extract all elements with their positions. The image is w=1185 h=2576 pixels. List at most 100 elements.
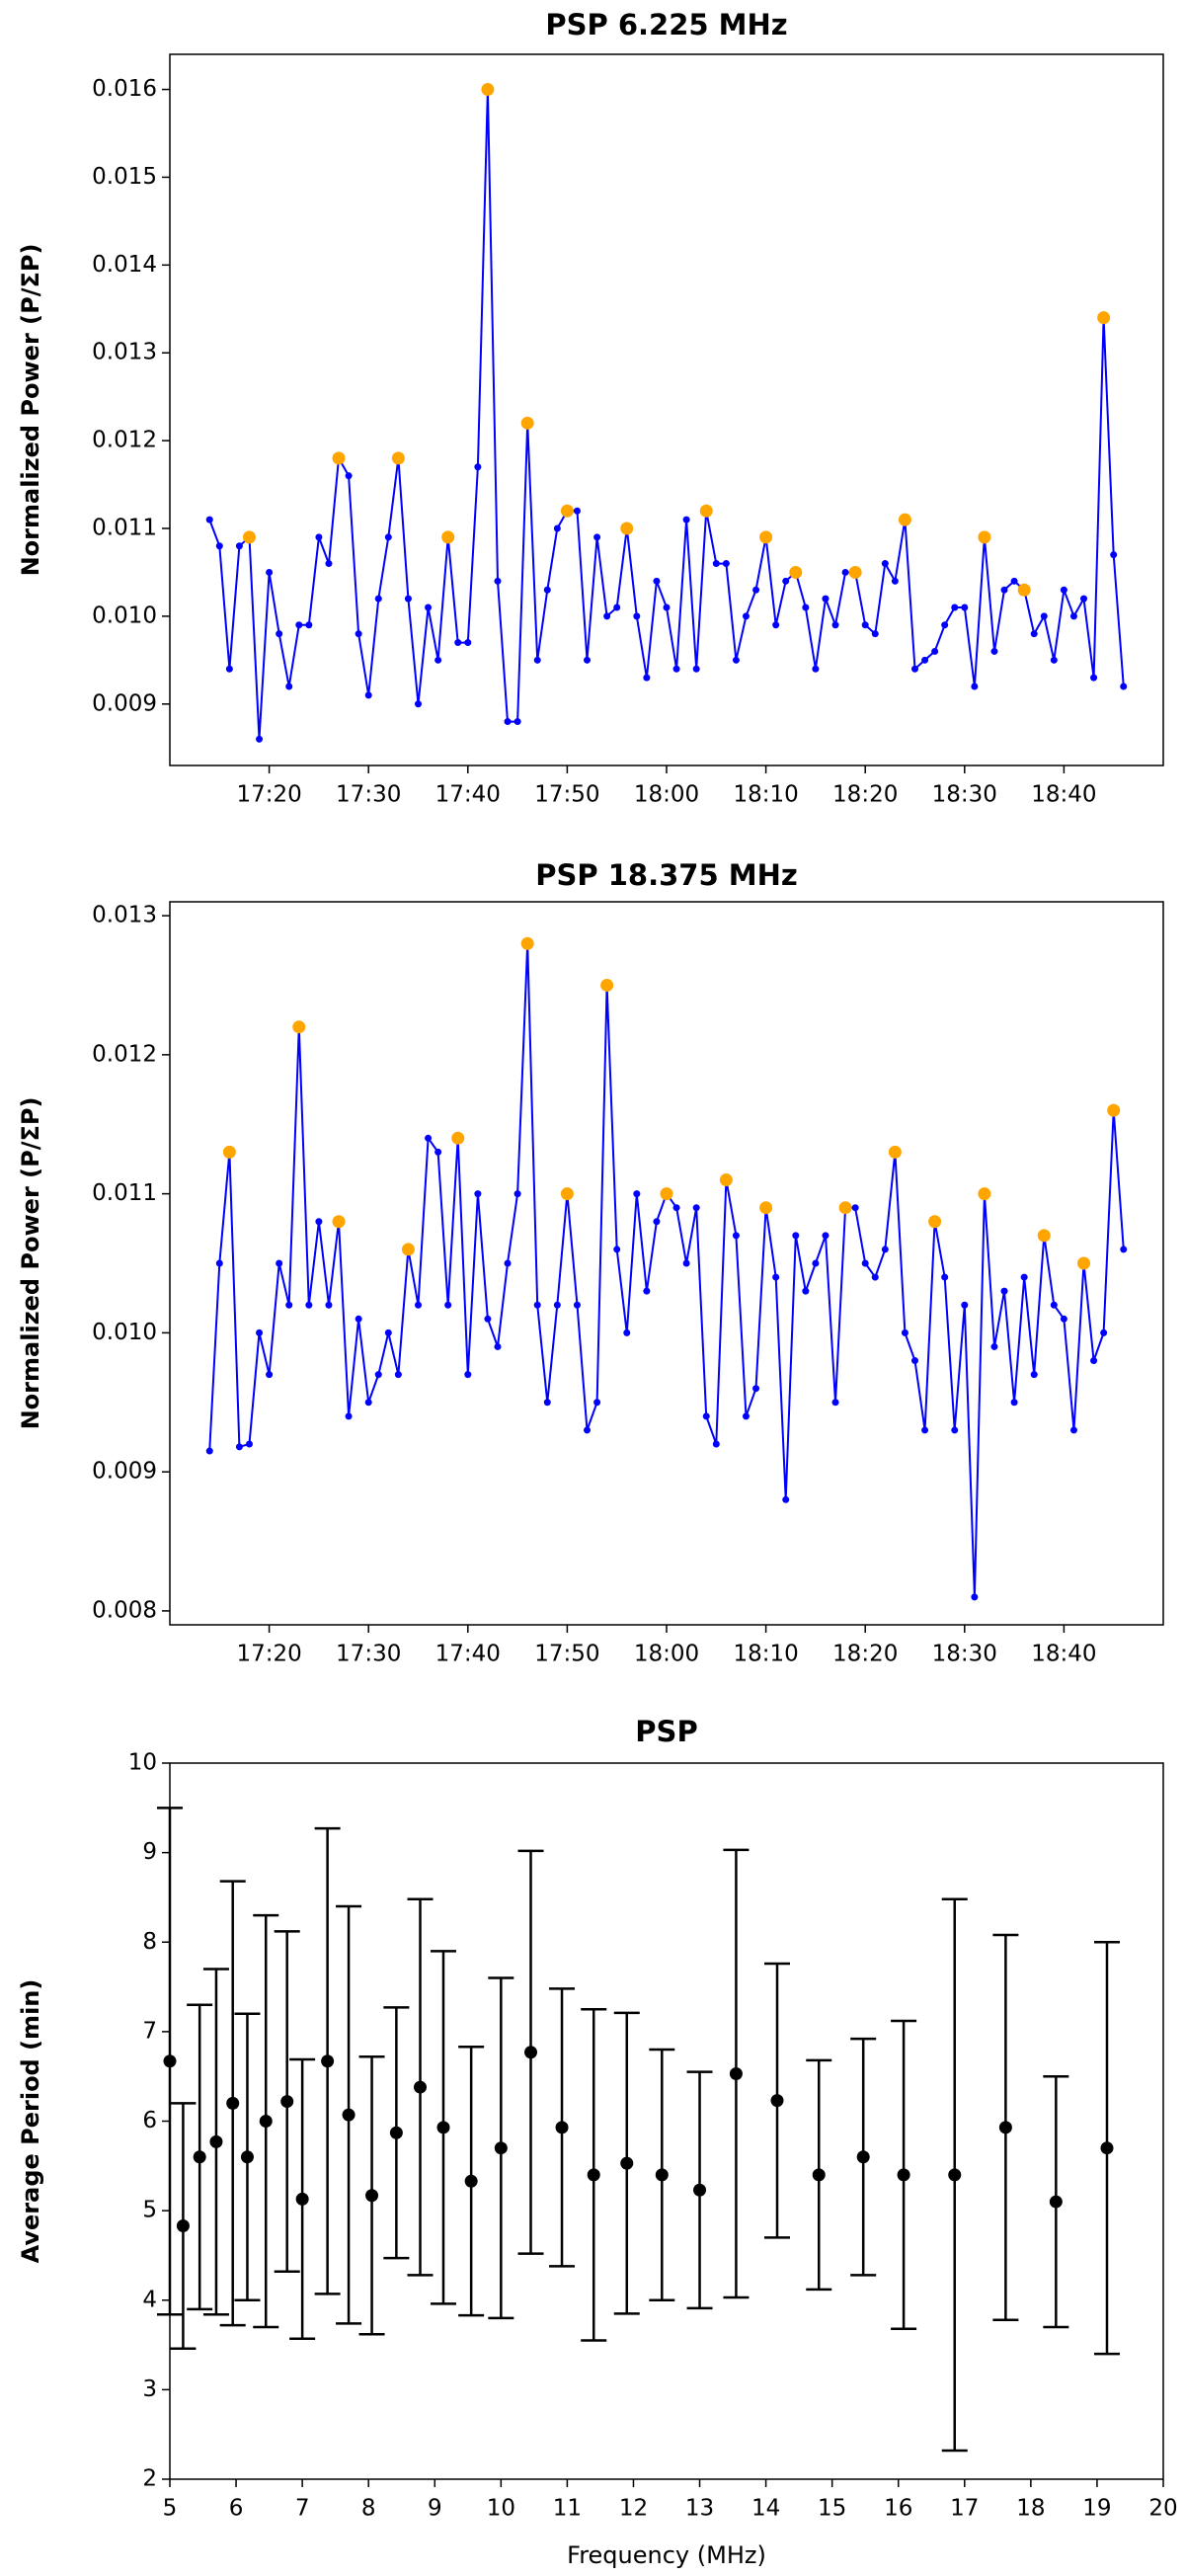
data-point [1100, 1328, 1108, 1336]
data-point [772, 1273, 780, 1281]
peak-marker [928, 1215, 942, 1229]
y-tick-label: 0.013 [92, 903, 157, 928]
data-point [931, 647, 939, 655]
x-tick-label: 18:20 [832, 782, 898, 808]
y-tick-label: 0.010 [92, 603, 157, 628]
x-tick-label: 17:20 [236, 782, 301, 808]
y-tick-label: 0.009 [92, 690, 157, 716]
data-point [1010, 577, 1018, 585]
y-axis-label: Normalized Power (P/ΣP) [17, 244, 44, 577]
data-point [474, 1190, 482, 1198]
y-tick-label: 0.013 [92, 340, 157, 365]
data-point [285, 683, 293, 690]
x-tick-label: 17:30 [336, 1642, 401, 1667]
data-point [951, 604, 959, 611]
plot-frame [169, 901, 1164, 1626]
data-point [235, 1443, 243, 1451]
data-point [613, 1246, 621, 1253]
subplot: PSP 6.225 MHz Normalized Power (P/ΣP) 0.00… [17, 8, 1164, 808]
data-point [374, 595, 382, 603]
data-point [533, 656, 541, 664]
peak-marker [1017, 583, 1031, 597]
data-point [215, 542, 223, 550]
data-point [812, 1259, 820, 1267]
subplot: PSP Average Period (min) Frequency (MHz) 2 3… [17, 1715, 1178, 2569]
y-tick-label: 0.010 [92, 1320, 157, 1345]
x-tick-label: 18:30 [932, 1642, 997, 1667]
data-point [240, 2150, 254, 2164]
data-point [266, 568, 274, 576]
data-point [871, 630, 879, 638]
y-tick-label: 9 [142, 1839, 157, 1865]
x-tick-label: 18 [1016, 2496, 1045, 2522]
peak-marker [759, 530, 773, 544]
data-point [384, 533, 392, 541]
data-point [831, 1399, 839, 1407]
data-point [692, 665, 700, 673]
y-tick-label: 0.014 [92, 252, 157, 278]
data-point [851, 1204, 859, 1212]
y-tick-label: 0.011 [92, 516, 157, 541]
data-point [861, 1259, 869, 1267]
data-point [226, 2096, 240, 2110]
data-point [593, 533, 601, 541]
y-tick-label: 4 [142, 2287, 157, 2312]
data-point [364, 1399, 372, 1407]
peak-marker [759, 1201, 773, 1215]
data-point [941, 621, 949, 629]
data-point [921, 1426, 929, 1434]
x-tick-label: 18:40 [1031, 782, 1096, 808]
data-point [295, 2192, 309, 2206]
data-point [672, 665, 680, 673]
data-point [584, 656, 592, 664]
data-point [653, 577, 661, 585]
data-point [613, 604, 621, 611]
peak-marker [222, 1145, 236, 1159]
x-axis-label: Frequency (MHz) [567, 2541, 766, 2569]
data-point [990, 1342, 998, 1350]
peak-marker [391, 451, 405, 465]
peak-marker [332, 1215, 346, 1229]
x-tick-label: 18:10 [733, 1642, 798, 1667]
data-point [1069, 612, 1077, 620]
data-point [1000, 1287, 1008, 1295]
data-point [1120, 683, 1128, 690]
data-point [712, 1440, 720, 1448]
data-point [948, 2168, 962, 2182]
data-point [474, 463, 482, 471]
data-point [555, 2121, 569, 2134]
data-point [305, 621, 313, 629]
data-point [256, 735, 264, 743]
peak-marker [242, 530, 256, 544]
peak-marker [520, 936, 534, 950]
data-point [494, 2141, 508, 2155]
x-tick-label: 10 [487, 2496, 515, 2522]
data-point [444, 1301, 452, 1309]
subplot: PSP 18.375 MHz Normalized Power (P/ΣP) 0.0… [17, 858, 1164, 1667]
data-point [235, 542, 243, 550]
data-point [1010, 1399, 1018, 1407]
data-point [266, 1371, 274, 1379]
data-point [524, 2046, 538, 2059]
data-point [921, 656, 929, 664]
data-point [655, 2168, 669, 2182]
peak-marker [520, 416, 534, 430]
x-tick-label: 18:20 [832, 1642, 898, 1667]
data-point [1120, 1246, 1128, 1253]
y-tick-label: 6 [142, 2108, 157, 2133]
peak-marker [848, 565, 862, 579]
data-point [494, 1342, 502, 1350]
data-point [623, 1328, 631, 1336]
peak-marker [332, 451, 346, 465]
x-tick-label: 12 [619, 2496, 648, 2522]
data-point [772, 621, 780, 629]
peak-marker [699, 504, 713, 518]
y-tick-label: 0.012 [92, 428, 157, 453]
data-point [514, 718, 521, 726]
data-point [951, 1426, 959, 1434]
data-point [692, 1204, 700, 1212]
data-point [663, 604, 671, 611]
series-line [208, 89, 1125, 740]
peak-marker [451, 1131, 465, 1145]
